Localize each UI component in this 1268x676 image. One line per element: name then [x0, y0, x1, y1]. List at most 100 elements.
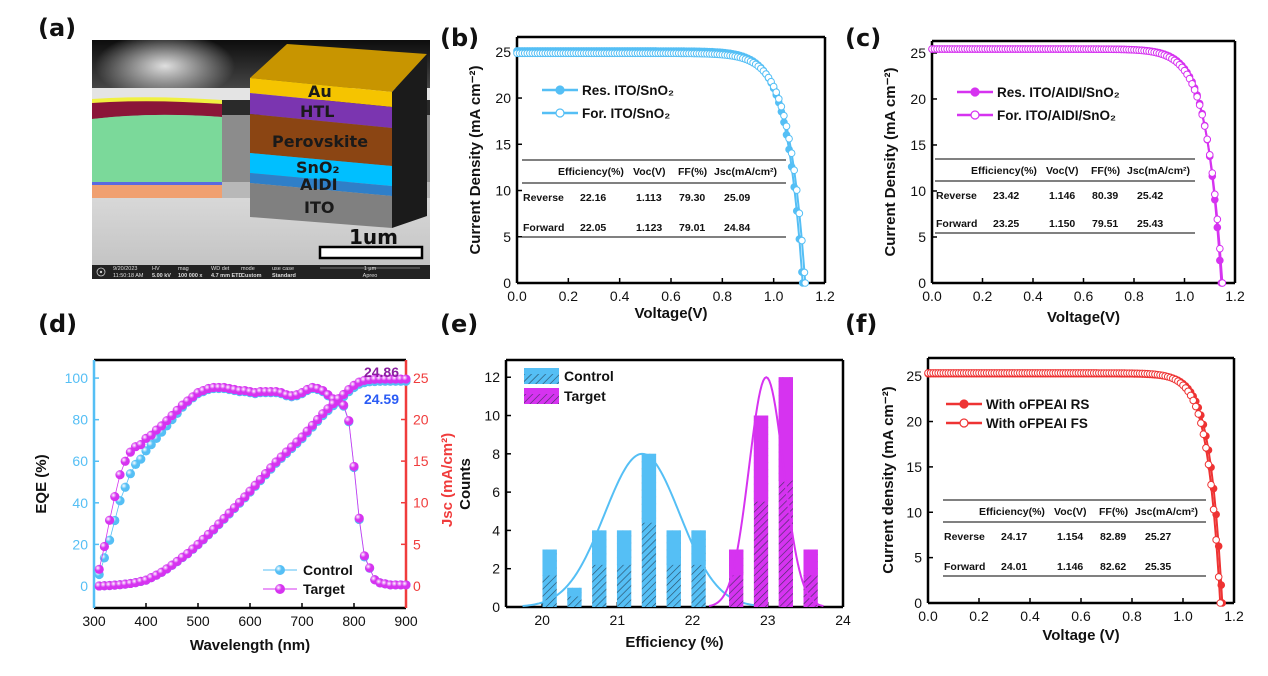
series-forward	[924, 369, 1225, 607]
block-layer-au	[250, 78, 392, 107]
table-header: FF(%)	[678, 166, 707, 178]
table-header: Efficiency(%)	[979, 506, 1045, 518]
y-tick-label: 20	[910, 91, 926, 107]
table-cell: 25.35	[1145, 561, 1171, 573]
series-target	[94, 374, 411, 591]
table-cell: 1.146	[1057, 561, 1083, 573]
x-tick-label: 900	[394, 613, 418, 629]
data-point	[790, 166, 799, 175]
y2-tick-label: 10	[413, 495, 429, 511]
fei-logo-icon	[96, 267, 106, 277]
x-tick-label: 20	[534, 612, 550, 628]
x-tick-label: 0.8	[713, 288, 733, 304]
y-axis-title: Current Density (mA cm⁻²)	[882, 67, 899, 256]
info-scale: 1 µm	[364, 266, 377, 272]
info-instrument: Apreo	[363, 273, 378, 279]
eqe-point	[359, 551, 369, 561]
y-axis-title: EQE (%)	[33, 454, 50, 513]
y-tick-label: 5	[918, 229, 926, 245]
legend-label: For. ITO/SnO₂	[582, 106, 670, 121]
y-tick-label: 15	[495, 136, 511, 152]
data-point	[780, 111, 788, 120]
x-tick-label: 0.6	[661, 288, 681, 304]
table-cell: 82.62	[1100, 561, 1126, 573]
eqe-point	[105, 515, 115, 525]
sem-image: Au HTL Perovskite SnO₂ AIDI ITO 1um 9/20…	[92, 32, 430, 279]
x-axis-title: Wavelength (nm)	[190, 637, 310, 654]
eqe-point	[105, 535, 115, 545]
table-cell: 1.146	[1049, 190, 1075, 202]
table-row-label: Reverse	[944, 531, 985, 543]
y-tick-label: 0	[503, 275, 511, 291]
x-tick-label: 23	[760, 612, 776, 628]
y2-tick-label: 0	[413, 578, 421, 594]
table-cell: 22.16	[580, 192, 606, 204]
y-tick-label: 5	[503, 229, 511, 245]
legend-item: Res. ITO/SnO₂	[542, 83, 674, 98]
legend-label: Control	[564, 368, 614, 384]
y-axis-title: Current density (mA cm⁻²)	[880, 386, 897, 573]
data-point	[1211, 190, 1219, 199]
annotation-control-jsc: 24.59	[364, 391, 399, 407]
legend-item: With oFPEAI RS	[946, 397, 1089, 412]
y-tick-label: 25	[495, 44, 511, 60]
layer-label-ito: ITO	[304, 198, 334, 217]
y2-axis-title: Jsc (mA/cm²)	[439, 433, 456, 527]
table-cell: 79.30	[679, 192, 705, 204]
eqe-point	[99, 541, 109, 552]
data-point	[1191, 402, 1200, 411]
y-tick-label: 20	[72, 536, 88, 552]
data-point	[798, 236, 806, 245]
x-axis-title: Voltage (V)	[1042, 627, 1119, 644]
table-cell: 24.17	[1001, 531, 1027, 543]
series-control	[522, 452, 762, 608]
y-tick-label: 40	[72, 495, 88, 511]
eqe-point	[344, 416, 354, 426]
y-tick-label: 15	[910, 137, 926, 153]
sem-glow	[95, 32, 235, 100]
y-tick-label: 4	[492, 522, 500, 538]
data-point	[772, 88, 781, 97]
bar-top	[778, 377, 793, 481]
layer-label-htl: HTL	[300, 102, 335, 121]
info-use-case: Standard	[272, 273, 296, 279]
legend-item: For. ITO/AIDI/SnO₂	[957, 108, 1116, 123]
info-wd: 4.7 mm ETD	[211, 273, 243, 279]
data-point	[1199, 430, 1208, 439]
y2-tick-label: 20	[413, 412, 429, 428]
axes: 0.0 0.2 0.4 0.6 0.8 1.0 1.2 0 5 10 15 20 25 Voltage(V…	[882, 39, 1245, 326]
data-point	[801, 279, 810, 287]
axes: 300 400 500 600 700 800 900 0 20 40 60 80 100 Wavelen…	[33, 358, 418, 654]
data-point	[1193, 93, 1201, 101]
axes: 0.0 0.2 0.4 0.6 0.8 1.0 1.2 0 5 10 15 20 25 Voltage(V…	[467, 35, 835, 322]
table-cell: 1.150	[1049, 218, 1075, 230]
table-cell: 1.113	[636, 192, 662, 204]
x-tick-label: 400	[134, 613, 158, 629]
x-tick-label: 1.2	[815, 288, 835, 304]
layer-label-au: Au	[308, 82, 332, 101]
data-point	[1208, 169, 1217, 177]
data-point	[785, 134, 793, 143]
y-tick-label: 8	[492, 446, 500, 462]
x-tick-label: 600	[238, 613, 262, 629]
block-layer-ito	[250, 183, 392, 228]
data-point	[1190, 86, 1199, 94]
bar-top	[567, 587, 582, 597]
table-cell: 1.123	[636, 222, 662, 234]
eqe-point	[401, 580, 411, 590]
table-row-label: Forward	[944, 561, 985, 573]
y-tick-label: 10	[910, 183, 926, 199]
data-point	[1216, 244, 1224, 253]
table-header: Efficiency(%)	[558, 166, 624, 178]
eqe-point	[365, 563, 375, 573]
data-point	[795, 209, 804, 218]
layer-label-aidi: AIDI	[300, 175, 338, 194]
legend-label: With oFPEAI RS	[986, 397, 1089, 412]
scale-bar-label: 1um	[349, 225, 398, 249]
data-point	[1209, 505, 1218, 514]
bar-top	[691, 530, 706, 565]
data-point	[1216, 599, 1225, 607]
legend-swatch-top	[524, 388, 559, 394]
legend-label: Res. ITO/SnO₂	[582, 83, 674, 98]
